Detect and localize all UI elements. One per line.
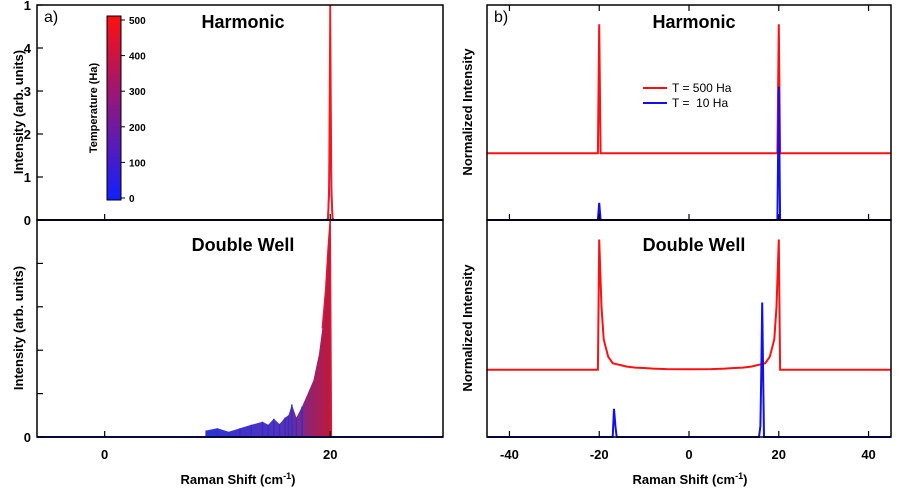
panel-a-bottom-ylabel: Intensity (arb. units) (11, 266, 26, 390)
colorbar-tick-label: 100 (129, 158, 146, 169)
panel-b-bottom-title: Double Well (643, 235, 746, 255)
y-tick-label: 0 (24, 430, 31, 445)
colorbar-tick-label: 0 (129, 194, 135, 205)
x-tick-label: 40 (861, 447, 875, 462)
panel-a-top-title: Harmonic (201, 12, 284, 32)
series-line-1 (487, 302, 891, 438)
legend-label-500: T = 500 Ha (672, 81, 732, 95)
series-line-0 (487, 239, 891, 371)
panel-a-top-ylabel: Intensity (arb. units) (11, 50, 26, 174)
panel-b-bottom: -40 -20 0 20 40 Double Well Normalized Inten… (460, 219, 892, 487)
panel-a-xlabel: Raman Shift (cm-1) (181, 471, 296, 487)
area-fill (206, 220, 332, 437)
y-tick-label: 4 (24, 41, 32, 56)
y-tick-label: 1 (24, 0, 31, 13)
panel-b-bottom-ylabel: Normalized Intensity (460, 264, 475, 392)
x-tick-label: -40 (500, 447, 519, 462)
panel-tag-b: b) (494, 9, 508, 26)
panel-tag-a: a) (44, 9, 58, 26)
panel-b-xlabel: Raman Shift (cm-1) (633, 471, 748, 487)
colorbar-tick-label: 200 (129, 123, 146, 134)
colorbar-tick-label: 400 (129, 52, 146, 63)
colorbar-tick-label: 300 (129, 87, 146, 98)
panel-b-top-title: Harmonic (652, 12, 735, 32)
peak-edge (321, 219, 333, 438)
colorbar: 0 100 200 300 400 500 Temperature (Ha) (88, 15, 146, 205)
x-tick-label: 0 (685, 447, 692, 462)
panel-b-top-frame (486, 4, 892, 221)
y-tick-label: 3 (24, 84, 31, 99)
panel-a-bottom: 0 200 Double Well Intensity (arb. units) … (11, 219, 444, 487)
panel-b-top: b) Harmonic Normalized Intensity T = 500… (460, 4, 892, 221)
x-tick-label: 20 (772, 447, 786, 462)
colorbar-gradient (106, 15, 122, 201)
x-tick-label: 0 (101, 447, 108, 462)
panel-b-top-ylabel: Normalized Intensity (460, 48, 475, 176)
x-tick-label: -20 (590, 447, 609, 462)
legend: T = 500 Ha T = 10 Ha (643, 81, 732, 110)
colorbar-tick-label: 500 (129, 16, 146, 27)
y-tick-label: 2 (24, 127, 31, 142)
panel-a-bottom-frame (36, 219, 444, 438)
colorbar-title: Temperature (Ha) (88, 63, 100, 154)
x-tick-label: 20 (323, 447, 337, 462)
panel-a-top: 0 1 2 3 4 1 a) Harmonic Intensity (arb. units… (11, 0, 444, 228)
y-tick-label: 0 (24, 213, 31, 228)
legend-label-10: T = 10 Ha (672, 96, 728, 110)
panel-a-bottom-title: Double Well (192, 235, 295, 255)
y-tick-label: 1 (24, 170, 31, 185)
